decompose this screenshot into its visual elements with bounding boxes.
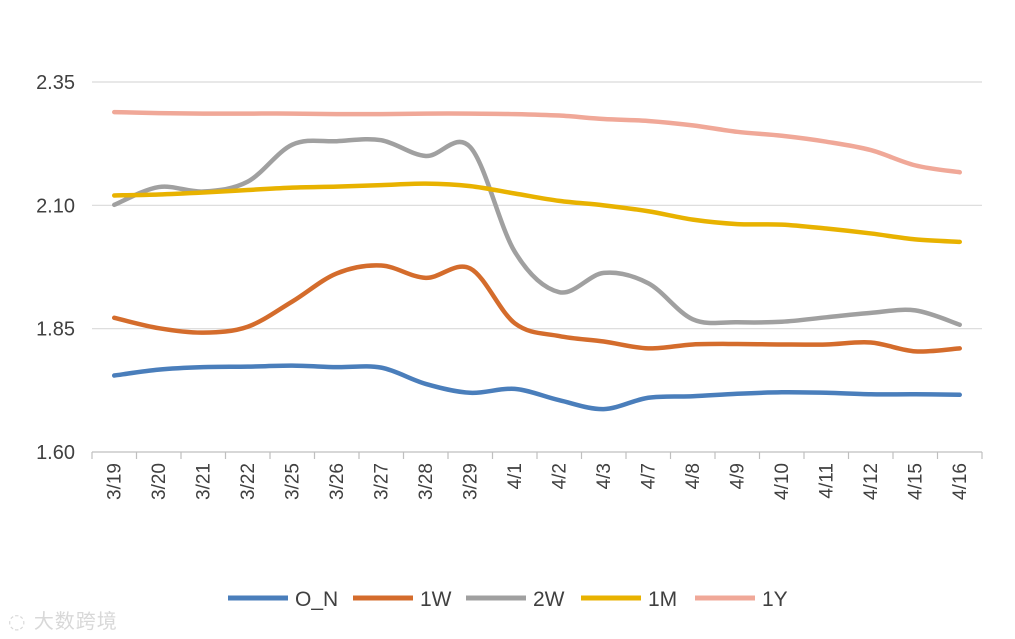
x-tick-label: 4/8	[683, 463, 704, 489]
x-tick-label: 3/22	[238, 463, 259, 500]
y-axis-ticks: 1.60 1.85 2.10 2.35	[36, 72, 75, 464]
watermark: ◌ 大数跨境	[8, 605, 118, 634]
x-tick-label: 3/28	[416, 463, 437, 500]
series-line-1w	[112, 263, 962, 354]
y-tick-label: 1.85	[36, 319, 75, 341]
x-tick-label: 3/19	[104, 463, 125, 500]
x-axis-ticks: 3/19 3/20 3/21 3/22 3/25 3/26 3/27 3/28 3/29 4/1 4…	[104, 463, 971, 500]
x-tick-label: 3/27	[371, 463, 392, 500]
series-line-1m	[112, 181, 962, 245]
y-tick-label: 2.10	[36, 195, 75, 217]
x-tick-label: 4/11	[816, 463, 837, 499]
legend: O_N 1W 2W 1M 1Y	[228, 588, 788, 611]
x-tick-label: 4/2	[549, 463, 570, 489]
x-tick-label: 4/9	[727, 463, 748, 489]
y-tick-label: 1.60	[36, 442, 75, 464]
watermark-logo-icon: ◌	[8, 609, 27, 633]
x-tick-label: 3/29	[460, 463, 481, 500]
legend-label-1w: 1W	[420, 588, 452, 611]
series-line-o-n	[112, 363, 962, 412]
watermark-text: 大数跨境	[33, 609, 118, 633]
x-tick-label: 4/16	[950, 463, 971, 500]
x-tick-label: 4/15	[905, 463, 926, 500]
series-line-2w	[112, 136, 962, 327]
x-tick-label: 3/20	[149, 463, 170, 500]
legend-label-1y: 1Y	[762, 588, 788, 611]
legend-label-2w: 2W	[533, 588, 565, 611]
x-tick-label: 4/3	[594, 463, 615, 489]
gridlines	[92, 81, 982, 330]
x-tick-label: 4/10	[772, 463, 793, 500]
series-lines	[112, 109, 962, 412]
x-tick-label: 3/21	[193, 463, 214, 500]
series-line-1y	[112, 109, 962, 175]
y-tick-label: 2.35	[36, 72, 75, 94]
x-tick-label: 4/7	[638, 463, 659, 489]
x-tick-label: 3/26	[327, 463, 348, 500]
legend-label-1m: 1M	[648, 588, 677, 611]
legend-label-o-n: O_N	[295, 588, 338, 611]
x-tick-label: 4/1	[505, 463, 526, 489]
x-tick-label: 4/12	[861, 463, 882, 500]
x-axis	[91, 451, 983, 459]
x-tick-label: 3/25	[282, 463, 303, 500]
